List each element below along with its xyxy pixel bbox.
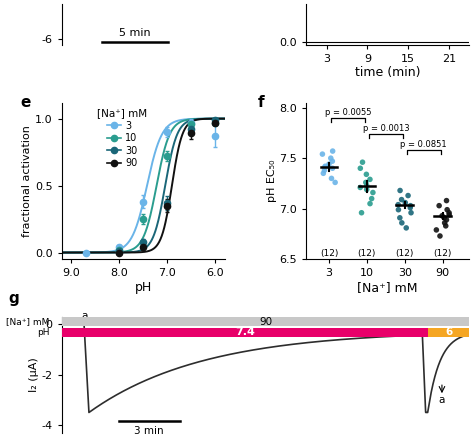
Text: (12): (12)	[358, 249, 376, 258]
Legend: 3, 10, 30, 90: 3, 10, 30, 90	[96, 108, 148, 169]
Text: 5 min: 5 min	[118, 28, 150, 38]
Point	[319, 151, 326, 158]
Point	[329, 165, 337, 172]
Text: (12): (12)	[396, 249, 414, 258]
X-axis label: time (min): time (min)	[355, 66, 420, 79]
Point	[433, 226, 440, 233]
Point	[363, 186, 371, 193]
Y-axis label: I₂ (μA): I₂ (μA)	[29, 357, 39, 392]
Point	[356, 165, 364, 172]
Point	[356, 184, 364, 191]
Point	[407, 209, 415, 216]
Point	[398, 219, 406, 226]
Point	[441, 219, 448, 226]
Point	[321, 163, 329, 170]
Point	[366, 176, 374, 183]
Point	[446, 211, 453, 218]
Point	[443, 197, 450, 204]
Point	[320, 167, 328, 174]
Text: a: a	[82, 311, 88, 321]
Point	[328, 175, 335, 182]
Point	[331, 179, 339, 186]
Text: (12): (12)	[434, 249, 452, 258]
Point	[395, 206, 402, 213]
Point	[366, 200, 374, 207]
Point	[436, 232, 444, 239]
Point	[443, 206, 451, 213]
Point	[401, 199, 409, 206]
Point	[407, 202, 414, 209]
Point	[325, 161, 333, 168]
Point	[369, 189, 377, 196]
Point	[363, 171, 370, 178]
Point	[321, 164, 328, 171]
Y-axis label: fractional activation: fractional activation	[22, 125, 32, 237]
Point	[398, 196, 405, 203]
Text: a: a	[439, 395, 445, 406]
Point	[358, 209, 365, 216]
Text: 3 min: 3 min	[135, 427, 164, 436]
Text: p = 0.0851: p = 0.0851	[401, 140, 447, 149]
Text: g: g	[9, 291, 19, 306]
X-axis label: [Na⁺] mM: [Na⁺] mM	[357, 281, 418, 294]
Text: (12): (12)	[320, 249, 338, 258]
Point	[407, 204, 414, 211]
Point	[327, 155, 335, 162]
Point	[404, 192, 412, 199]
Text: p = 0.0013: p = 0.0013	[363, 124, 409, 133]
Text: e: e	[21, 95, 31, 110]
Point	[363, 182, 371, 189]
Point	[328, 158, 336, 165]
Text: p = 0.0055: p = 0.0055	[325, 108, 371, 117]
Point	[442, 222, 449, 229]
Point	[402, 225, 410, 232]
Point	[359, 159, 366, 166]
Point	[329, 148, 337, 155]
Point	[368, 195, 375, 202]
Point	[438, 212, 446, 219]
Point	[319, 170, 327, 177]
Point	[396, 187, 404, 194]
Point	[440, 214, 448, 221]
Point	[445, 209, 453, 216]
Point	[362, 179, 370, 186]
X-axis label: pH: pH	[135, 281, 152, 294]
Text: f: f	[257, 95, 264, 110]
Point	[394, 201, 402, 208]
Y-axis label: pH EC₅₀: pH EC₅₀	[267, 160, 277, 202]
Point	[443, 216, 450, 223]
Point	[435, 202, 443, 209]
Point	[396, 214, 404, 221]
